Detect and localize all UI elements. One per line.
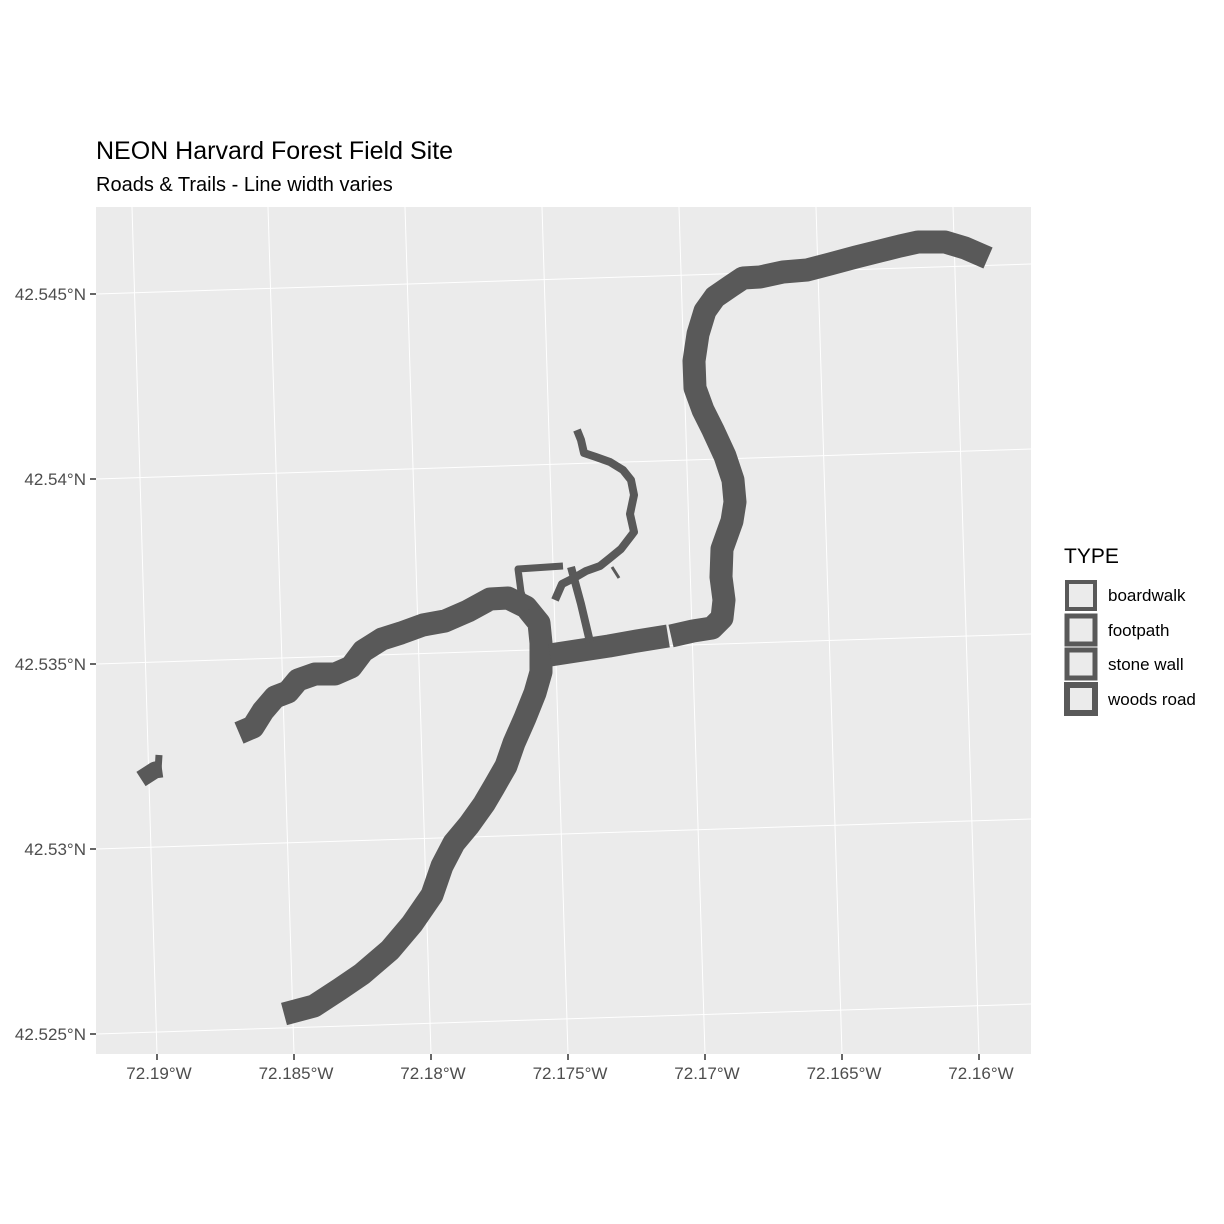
- parallel-gridline: [95, 818, 1032, 850]
- legend-label: woods road: [1107, 690, 1196, 709]
- plot-subtitle: Roads & Trails - Line width varies: [96, 174, 393, 196]
- woods-road-line: [668, 230, 993, 648]
- woods-road-line: [234, 586, 553, 1026]
- legend-label: footpath: [1108, 621, 1169, 640]
- y-tick-label: 42.525°N: [15, 1025, 86, 1044]
- legend-item-boardwalk: boardwalk: [1065, 580, 1186, 611]
- meridian-gridline: [952, 206, 980, 1055]
- meridian-gridline: [541, 206, 569, 1055]
- legend-item-footpath: footpath: [1064, 613, 1169, 647]
- y-tick-label: 42.545°N: [15, 285, 86, 304]
- y-tick-label: 42.53°N: [24, 840, 86, 859]
- legend-item-stone-wall: stone wall: [1064, 647, 1184, 681]
- meridian-gridline: [815, 206, 843, 1055]
- x-tick-label: 72.18°W: [400, 1064, 465, 1083]
- legend-key: [1064, 647, 1098, 681]
- x-tick-label: 72.16°W: [948, 1064, 1013, 1083]
- y-tick-label: 42.535°N: [15, 655, 86, 674]
- meridian-gridline: [131, 206, 158, 1055]
- footpath-line: [551, 428, 638, 602]
- x-axis: 72.19°W 72.185°W 72.18°W 72.175°W 72.17°…: [126, 1054, 1014, 1083]
- footpath-line: [610, 566, 621, 579]
- map-lines: [136, 230, 993, 1026]
- x-tick-label: 72.19°W: [126, 1064, 191, 1083]
- legend-key: [1064, 682, 1098, 716]
- legend: TYPE boardwalk footpath stone wall woods…: [1064, 545, 1196, 716]
- legend-item-woods-road: woods road: [1064, 682, 1196, 716]
- x-tick-label: 72.185°W: [259, 1064, 334, 1083]
- parallel-gridline: [95, 448, 1032, 480]
- legend-label: boardwalk: [1108, 586, 1186, 605]
- parallel-gridline: [95, 263, 1032, 295]
- footpath-line: [514, 562, 564, 612]
- x-tick-label: 72.175°W: [533, 1064, 608, 1083]
- y-tick-label: 42.54°N: [24, 470, 86, 489]
- map-panel: [96, 207, 1031, 1054]
- legend-title: TYPE: [1064, 545, 1119, 568]
- woods-road-line: [548, 624, 670, 667]
- woods-road-line: [154, 754, 163, 772]
- meridian-gridline: [267, 206, 295, 1055]
- parallel-gridline: [95, 1003, 1032, 1035]
- legend-label: stone wall: [1108, 655, 1184, 674]
- x-tick-label: 72.17°W: [674, 1064, 739, 1083]
- plot-title: NEON Harvard Forest Field Site: [96, 137, 453, 165]
- y-axis: 42.545°N 42.54°N 42.535°N 42.53°N 42.525…: [15, 285, 96, 1044]
- legend-key: [1065, 580, 1097, 611]
- x-tick-label: 72.165°W: [807, 1064, 882, 1083]
- legend-key: [1064, 613, 1098, 647]
